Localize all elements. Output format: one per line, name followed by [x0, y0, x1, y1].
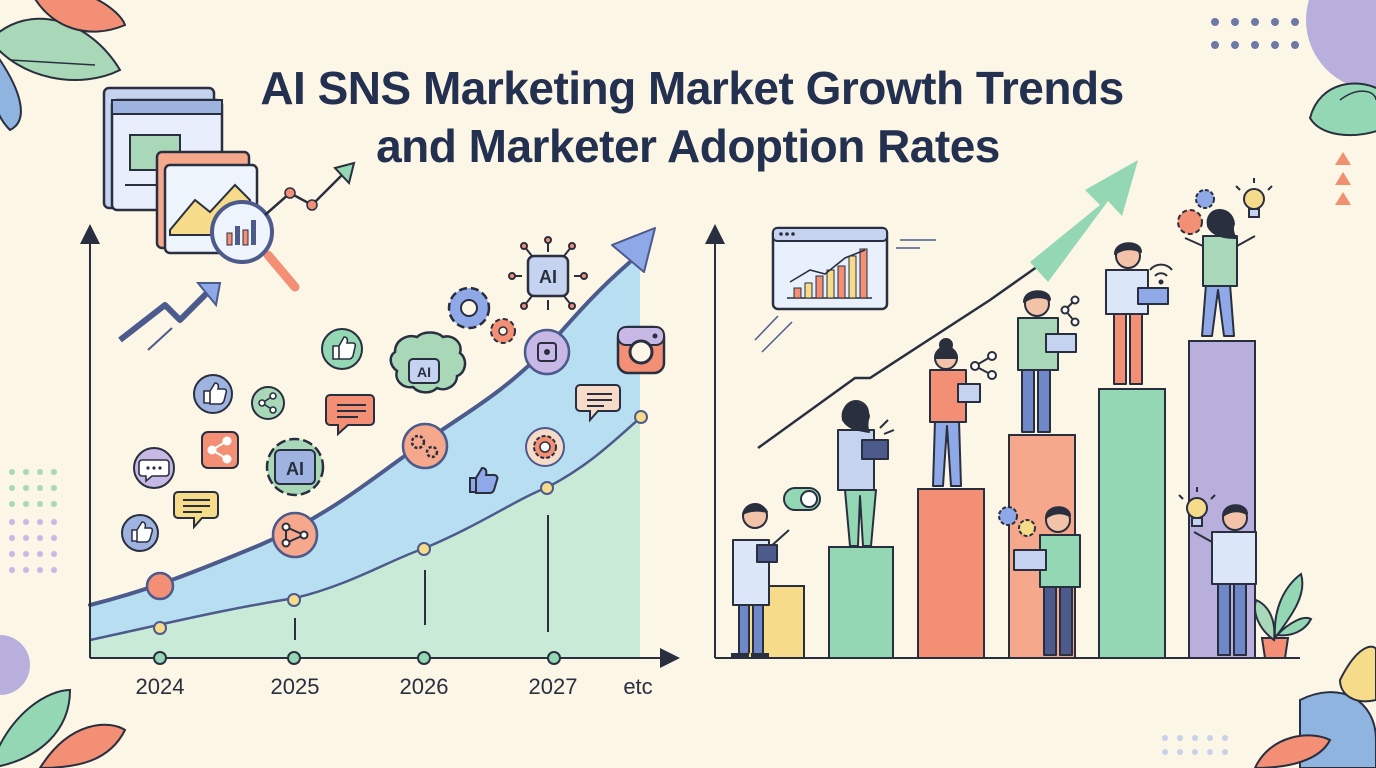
- gear-icon: [1177, 189, 1215, 235]
- data-point: [634, 410, 648, 424]
- chat-bubble-icon: [325, 394, 375, 437]
- chip-ai-icon: AI: [508, 236, 588, 310]
- timeline-label-2025: 2025: [270, 674, 320, 699]
- title-line-2: and Marketer Adoption Rates: [376, 120, 1000, 172]
- person-laptop-man: [1017, 290, 1080, 433]
- node-red: [145, 571, 175, 601]
- leaf-decoration-top-left: [0, 0, 127, 132]
- adoption-trend-arrow: [1030, 160, 1138, 282]
- trend-arrow-icon: [264, 161, 356, 216]
- share-icon: [201, 431, 239, 469]
- toggle-switch-icon: [783, 487, 821, 511]
- data-point: [417, 542, 431, 556]
- wifi-icon: [1149, 263, 1173, 285]
- timeline-label-2024: 2024: [135, 674, 185, 699]
- thumbs-up-icon: [193, 374, 233, 414]
- adoption-trend-line: [757, 238, 1076, 450]
- ai-label: AI: [539, 267, 557, 287]
- growth-area-green: [90, 418, 640, 658]
- timeline-tick: [547, 651, 561, 665]
- camera-app-icon: [616, 325, 666, 375]
- timeline-label-2027: 2027: [528, 674, 578, 699]
- timeline-tick: [417, 651, 431, 665]
- person-laptop-man-seated: [998, 506, 1081, 656]
- network-icon: [271, 511, 319, 559]
- growth-line-lower: [89, 417, 641, 642]
- browser-window-icon: [102, 86, 259, 255]
- analytics-dashboard-icon: [754, 226, 936, 353]
- gear-icon: [447, 286, 491, 330]
- trend-arrow-icon: [118, 282, 222, 351]
- data-point: [153, 621, 167, 635]
- leaf-decoration-bottom-left: [0, 635, 127, 768]
- data-point: [540, 481, 554, 495]
- ai-label: AI: [417, 364, 431, 380]
- person-marketer: [731, 503, 790, 657]
- dot-grid-left: [9, 469, 57, 573]
- timeline-tick: [287, 651, 301, 665]
- gears-node-icon: [401, 422, 449, 470]
- leaf-decoration-top-right: [1306, 0, 1376, 137]
- thumbs-up-icon: [121, 514, 159, 552]
- timeline-label-2026: 2026: [399, 674, 449, 699]
- person-laptop-man: [1105, 242, 1173, 385]
- data-point: [287, 593, 301, 607]
- adoption-bar: [828, 546, 894, 659]
- share-icon: [251, 386, 285, 420]
- adoption-bar: [917, 488, 985, 659]
- chat-bubble-icon: [575, 384, 621, 423]
- person-tablet-woman: [837, 400, 895, 547]
- adoption-bar: [1098, 388, 1166, 659]
- person-idea-woman: [1184, 209, 1256, 337]
- lightbulb-icon: [1235, 178, 1273, 218]
- potted-plant-icon: [1254, 572, 1313, 659]
- timeline-label-etc: etc: [623, 674, 653, 699]
- leaf-decoration-bottom-right: [1162, 645, 1376, 768]
- ai-label: AI: [286, 459, 304, 479]
- lightbulb-icon: [1178, 487, 1216, 527]
- dot-grid-top-right: [1211, 18, 1299, 49]
- person-tablet-woman: [929, 338, 997, 487]
- chat-bubble-icon: [133, 447, 175, 489]
- triangle-decoration-right: [1335, 152, 1351, 205]
- person-idea-man: [1193, 504, 1257, 656]
- gear-ai-icon: AI: [265, 437, 325, 497]
- growth-chart: [80, 224, 680, 668]
- timeline-tick: [153, 651, 167, 665]
- growth-arrow-head: [611, 227, 656, 273]
- chip-node-icon: [523, 328, 571, 376]
- chat-bubble-icon: [173, 491, 219, 530]
- title-line-1: AI SNS Marketing Market Growth Trends: [260, 62, 1124, 114]
- magnifier-chart-icon: [210, 200, 300, 292]
- brain-ai-icon: AI: [389, 331, 467, 394]
- thumbs-up-icon: [469, 466, 499, 494]
- target-node-icon: [525, 427, 565, 467]
- thumbs-up-icon: [321, 328, 363, 370]
- gear-icon: [490, 318, 516, 344]
